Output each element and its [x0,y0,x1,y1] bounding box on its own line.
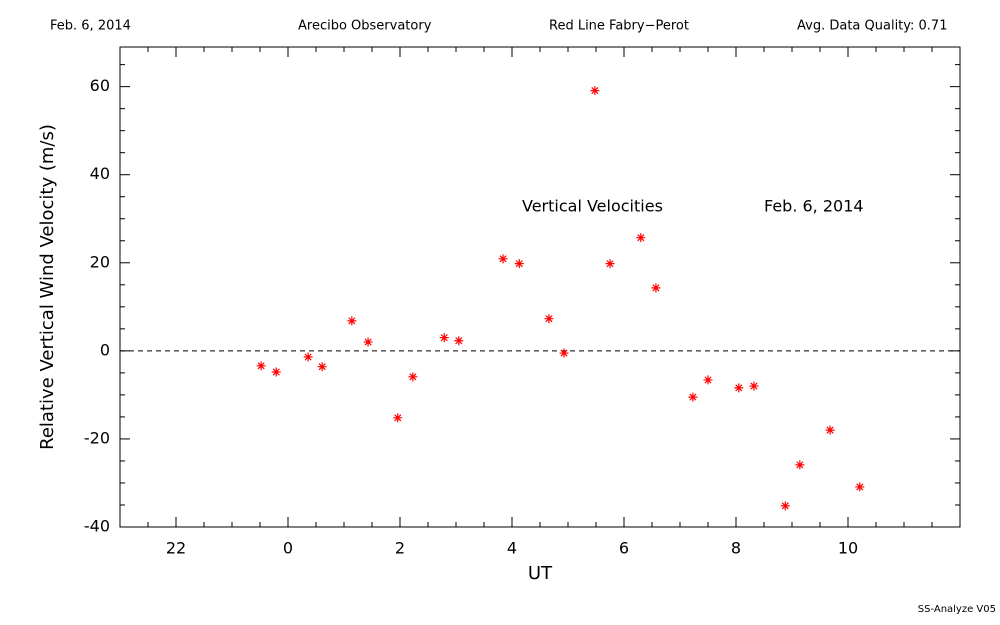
header-site: Arecibo Observatory [298,19,432,34]
x-tick-label: 4 [507,539,517,558]
point [559,348,569,358]
x-tick-label: 6 [619,539,629,558]
point [544,314,554,324]
annotation: Vertical Velocities [522,197,663,216]
point [795,460,805,470]
header-date: Feb. 6, 2014 [50,19,131,34]
point [303,352,313,362]
point [703,375,713,385]
plot-frame [119,46,961,528]
header-instrument: Red Line Fabry−Perot [549,19,689,34]
point [271,367,281,377]
point [454,336,464,346]
y-tick-label: 60 [90,76,110,95]
point [408,372,418,382]
y-tick-label: -40 [84,517,110,536]
point [855,482,865,492]
point [347,316,357,326]
annotation: Feb. 6, 2014 [764,197,864,216]
point [651,283,661,293]
y-axis-label: Relative Vertical Wind Velocity (m/s) [37,124,58,450]
point [363,337,373,347]
point [590,86,600,96]
point [825,425,835,435]
point [749,381,759,391]
point [393,413,403,423]
footer: SS-Analyze V05 [918,604,996,615]
point [439,333,449,343]
x-tick-label: 22 [166,539,186,558]
x-tick-label: 2 [395,539,405,558]
point [688,392,698,402]
x-tick-label: 10 [838,539,858,558]
x-axis-label: UT [528,563,553,584]
point [317,362,327,372]
y-tick-label: 0 [100,340,110,359]
y-tick-label: -20 [84,428,110,447]
point [636,233,646,243]
point [605,259,615,269]
header-quality: Avg. Data Quality: 0.71 [797,19,947,34]
x-tick-label: 0 [283,539,293,558]
point [514,259,524,269]
y-tick-label: 20 [90,252,110,271]
point [256,361,266,371]
x-tick-label: 8 [731,539,741,558]
y-tick-label: 40 [90,164,110,183]
point [734,383,744,393]
point [498,254,508,264]
point [780,501,790,511]
